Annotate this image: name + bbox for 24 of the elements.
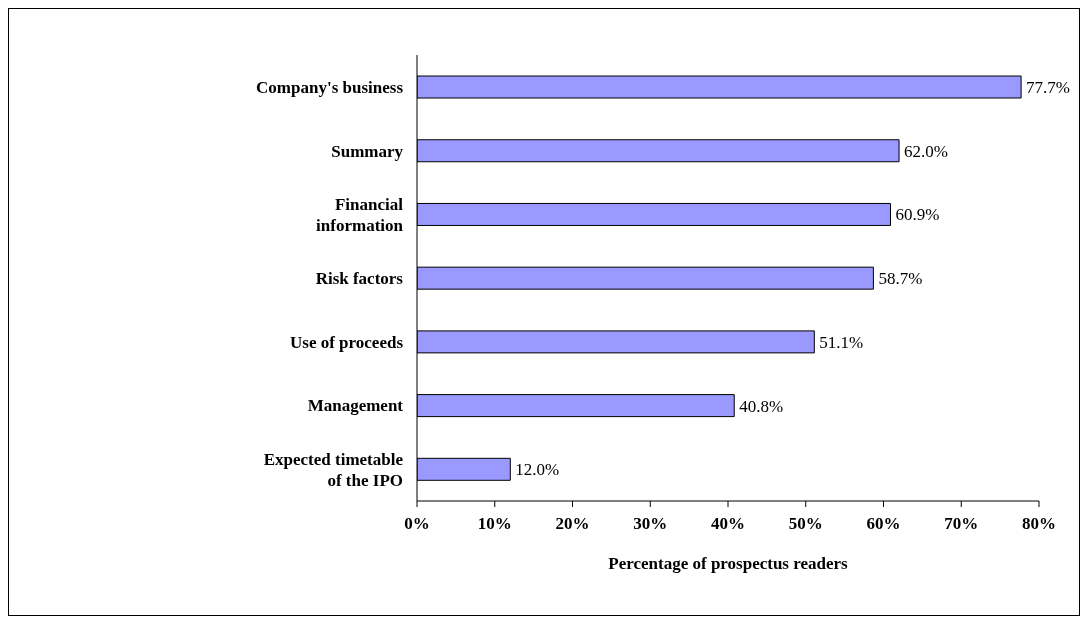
x-tick-label: 50% <box>788 514 823 534</box>
x-tick-label: 60% <box>866 514 901 534</box>
x-tick-label: 0% <box>404 514 430 534</box>
x-tick-label: 40% <box>711 514 745 534</box>
x-tick-label: 80% <box>1022 514 1056 534</box>
y-tick-label: Management <box>307 395 404 415</box>
data-label: 51.1% <box>819 332 864 352</box>
x-tick-label: 70% <box>944 514 979 534</box>
x-axis-title: Percentage of prospectus readers <box>608 554 849 573</box>
data-label: 40.8% <box>739 396 784 416</box>
x-tick-label: 30% <box>633 514 668 534</box>
y-tick-label: Financial information <box>316 194 404 235</box>
x-tick-label: 10% <box>477 514 512 534</box>
y-tick-label: Summary <box>331 141 404 161</box>
data-label: 58.7% <box>878 269 923 289</box>
data-label: 77.7% <box>1026 78 1071 98</box>
data-label: 62.0% <box>904 141 948 161</box>
y-tick-label: Expected timetable of the IPO <box>263 449 404 490</box>
y-tick-label: Risk factors <box>315 268 404 288</box>
x-tick-label: 20% <box>555 514 590 534</box>
y-tick-label: Use of proceeds <box>290 332 404 352</box>
y-tick-label: Company's business <box>256 77 404 97</box>
data-label: 12.0% <box>515 460 560 480</box>
data-label: 60.9% <box>895 205 940 225</box>
